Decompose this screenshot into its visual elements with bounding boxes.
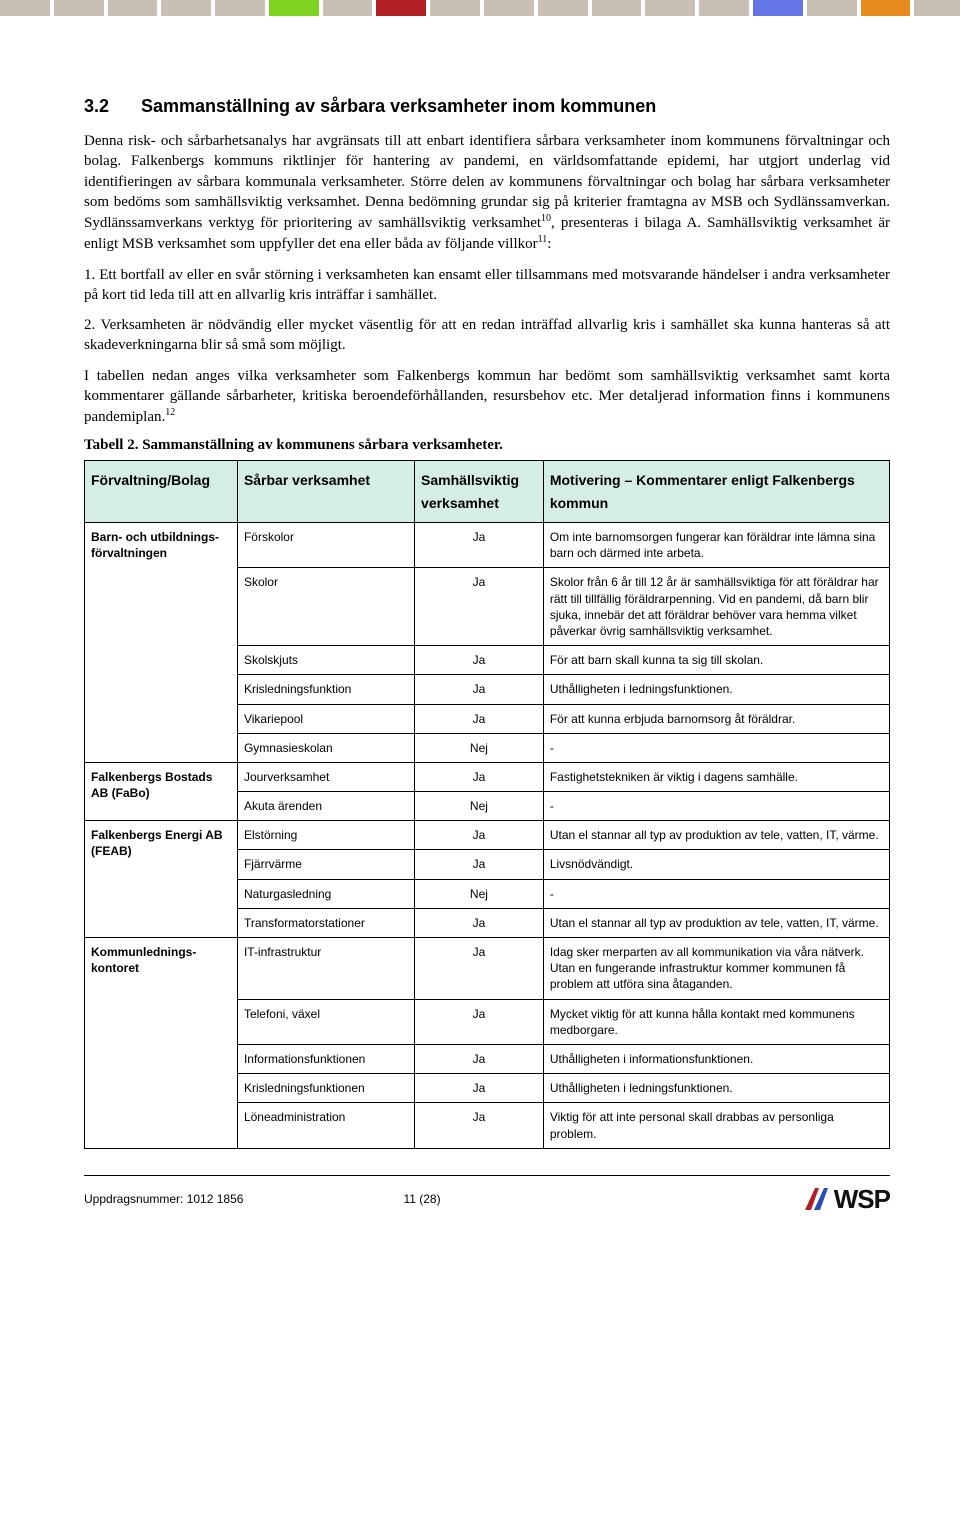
th-sarbar: Sårbar verksamhet [237, 461, 414, 523]
comment-cell: Livsnödvändigt. [543, 850, 889, 879]
activity-cell: Elstörning [237, 821, 414, 850]
activity-cell: Transformatorstationer [237, 908, 414, 937]
comment-cell: - [543, 792, 889, 821]
wsp-logo-text: WSP [834, 1184, 890, 1215]
th-samhallsviktig: Samhällsviktig verksamhet [415, 461, 544, 523]
critical-cell: Ja [415, 1044, 544, 1073]
comment-cell: - [543, 879, 889, 908]
critical-cell: Ja [415, 704, 544, 733]
comment-cell: Fastighetstekniken är viktig i dagens sa… [543, 762, 889, 791]
stripe-segment [484, 0, 534, 16]
critical-cell: Ja [415, 762, 544, 791]
stripe-segment [538, 0, 588, 16]
group-cell: Kommunlednings­kontoret [85, 938, 238, 1149]
decorative-top-stripe [0, 0, 960, 16]
activity-cell: Gymnasieskolan [237, 733, 414, 762]
intro-paragraph: Denna risk- och sårbarhetsanalys har avg… [84, 131, 890, 255]
activity-cell: Akuta ärenden [237, 792, 414, 821]
activity-cell: Krisledningsfunktionen [237, 1074, 414, 1103]
critical-cell: Ja [415, 821, 544, 850]
section-number: 3.2 [84, 96, 136, 117]
activity-cell: Fjärrvärme [237, 850, 414, 879]
group-cell: Barn- och utbildnings­förvaltningen [85, 523, 238, 763]
stripe-segment [807, 0, 857, 16]
critical-cell: Ja [415, 523, 544, 568]
activity-cell: Löneadministration [237, 1103, 414, 1148]
comment-cell: Utan el stannar all typ av produktion av… [543, 821, 889, 850]
activity-cell: Jourverksamhet [237, 762, 414, 791]
comment-cell: Skolor från 6 år till 12 år är samhällsv… [543, 568, 889, 646]
comment-cell: Om inte barnomsorgen fungerar kan föräld… [543, 523, 889, 568]
stripe-segment [54, 0, 104, 16]
stripe-segment [699, 0, 749, 16]
assignment-number: Uppdragsnummer: 1012 1856 [84, 1192, 243, 1206]
activity-cell: IT-infrastruktur [237, 938, 414, 1000]
activity-cell: Skolor [237, 568, 414, 646]
stripe-segment [376, 0, 426, 16]
stripe-segment [215, 0, 265, 16]
activity-cell: Telefoni, växel [237, 999, 414, 1044]
stripe-segment [430, 0, 480, 16]
stripe-segment [0, 0, 50, 16]
activity-cell: Naturgasledning [237, 879, 414, 908]
critical-cell: Ja [415, 999, 544, 1044]
comment-cell: Viktig för att inte personal skall drabb… [543, 1103, 889, 1148]
critical-cell: Ja [415, 568, 544, 646]
critical-cell: Ja [415, 1103, 544, 1148]
section-heading: 3.2 Sammanställning av sårbara verksamhe… [84, 96, 890, 117]
table-row: Falkenbergs Energi AB (FEAB)ElstörningJa… [85, 821, 890, 850]
comment-cell: Mycket viktig för att kunna hålla kontak… [543, 999, 889, 1044]
wsp-logo: WSP [802, 1184, 890, 1215]
section-title-text: Sammanställning av sårbara verksamheter … [141, 96, 656, 116]
stripe-segment [861, 0, 911, 16]
comment-cell: Uthålligheten i informationsfunktionen. [543, 1044, 889, 1073]
comment-cell: Uthålligheten i ledningsfunktionen. [543, 675, 889, 704]
vulnerability-table: Förvaltning/Bolag Sårbar verksamhet Samh… [84, 460, 890, 1148]
comment-cell: Utan el stannar all typ av produktion av… [543, 908, 889, 937]
criterion-1: 1. Ett bortfall av eller en svår störnin… [84, 265, 890, 306]
group-cell: Falkenbergs Bostads AB (FaBo) [85, 762, 238, 820]
group-cell: Falkenbergs Energi AB (FEAB) [85, 821, 238, 938]
wsp-logo-icon [802, 1184, 832, 1214]
page-number: 11 (28) [403, 1192, 440, 1206]
page-content: 3.2 Sammanställning av sårbara verksamhe… [0, 16, 960, 1255]
critical-cell: Ja [415, 675, 544, 704]
stripe-segment [592, 0, 642, 16]
activity-cell: Informationsfunktionen [237, 1044, 414, 1073]
stripe-segment [161, 0, 211, 16]
critical-cell: Nej [415, 792, 544, 821]
activity-cell: Vikariepool [237, 704, 414, 733]
page-footer: Uppdragsnummer: 1012 1856 11 (28) WSP [84, 1175, 890, 1215]
table-row: Falkenbergs Bostads AB (FaBo)Jourverksam… [85, 762, 890, 791]
critical-cell: Nej [415, 733, 544, 762]
stripe-segment [108, 0, 158, 16]
activity-cell: Skolskjuts [237, 646, 414, 675]
comment-cell: För att barn skall kunna ta sig till sko… [543, 646, 889, 675]
comment-cell: Uthålligheten i ledningsfunktionen. [543, 1074, 889, 1103]
critical-cell: Ja [415, 1074, 544, 1103]
critical-cell: Ja [415, 646, 544, 675]
stripe-segment [269, 0, 319, 16]
stripe-segment [323, 0, 373, 16]
table-caption: Tabell 2. Sammanställning av kommunens s… [84, 437, 890, 454]
comment-cell: För att kunna erbjuda barnomsorg åt förä… [543, 704, 889, 733]
criterion-2: 2. Verksamheten är nödvändig eller mycke… [84, 315, 890, 356]
stripe-segment [753, 0, 803, 16]
critical-cell: Ja [415, 850, 544, 879]
comment-cell: - [543, 733, 889, 762]
activity-cell: Förskolor [237, 523, 414, 568]
critical-cell: Nej [415, 879, 544, 908]
th-forvaltning: Förvaltning/Bolag [85, 461, 238, 523]
table-header-row: Förvaltning/Bolag Sårbar verksamhet Samh… [85, 461, 890, 523]
comment-cell: Idag sker merparten av all kommunikation… [543, 938, 889, 1000]
stripe-segment [645, 0, 695, 16]
table-row: Barn- och utbildnings­förvaltningenFörsk… [85, 523, 890, 568]
stripe-segment [914, 0, 960, 16]
activity-cell: Krisledningsfunktion [237, 675, 414, 704]
table-intro-paragraph: I tabellen nedan anges vilka verksamhete… [84, 366, 890, 428]
critical-cell: Ja [415, 938, 544, 1000]
table-row: Kommunlednings­kontoretIT-infrastrukturJ… [85, 938, 890, 1000]
critical-cell: Ja [415, 908, 544, 937]
th-motivering: Motivering – Kommentarer enligt Falkenbe… [543, 461, 889, 523]
